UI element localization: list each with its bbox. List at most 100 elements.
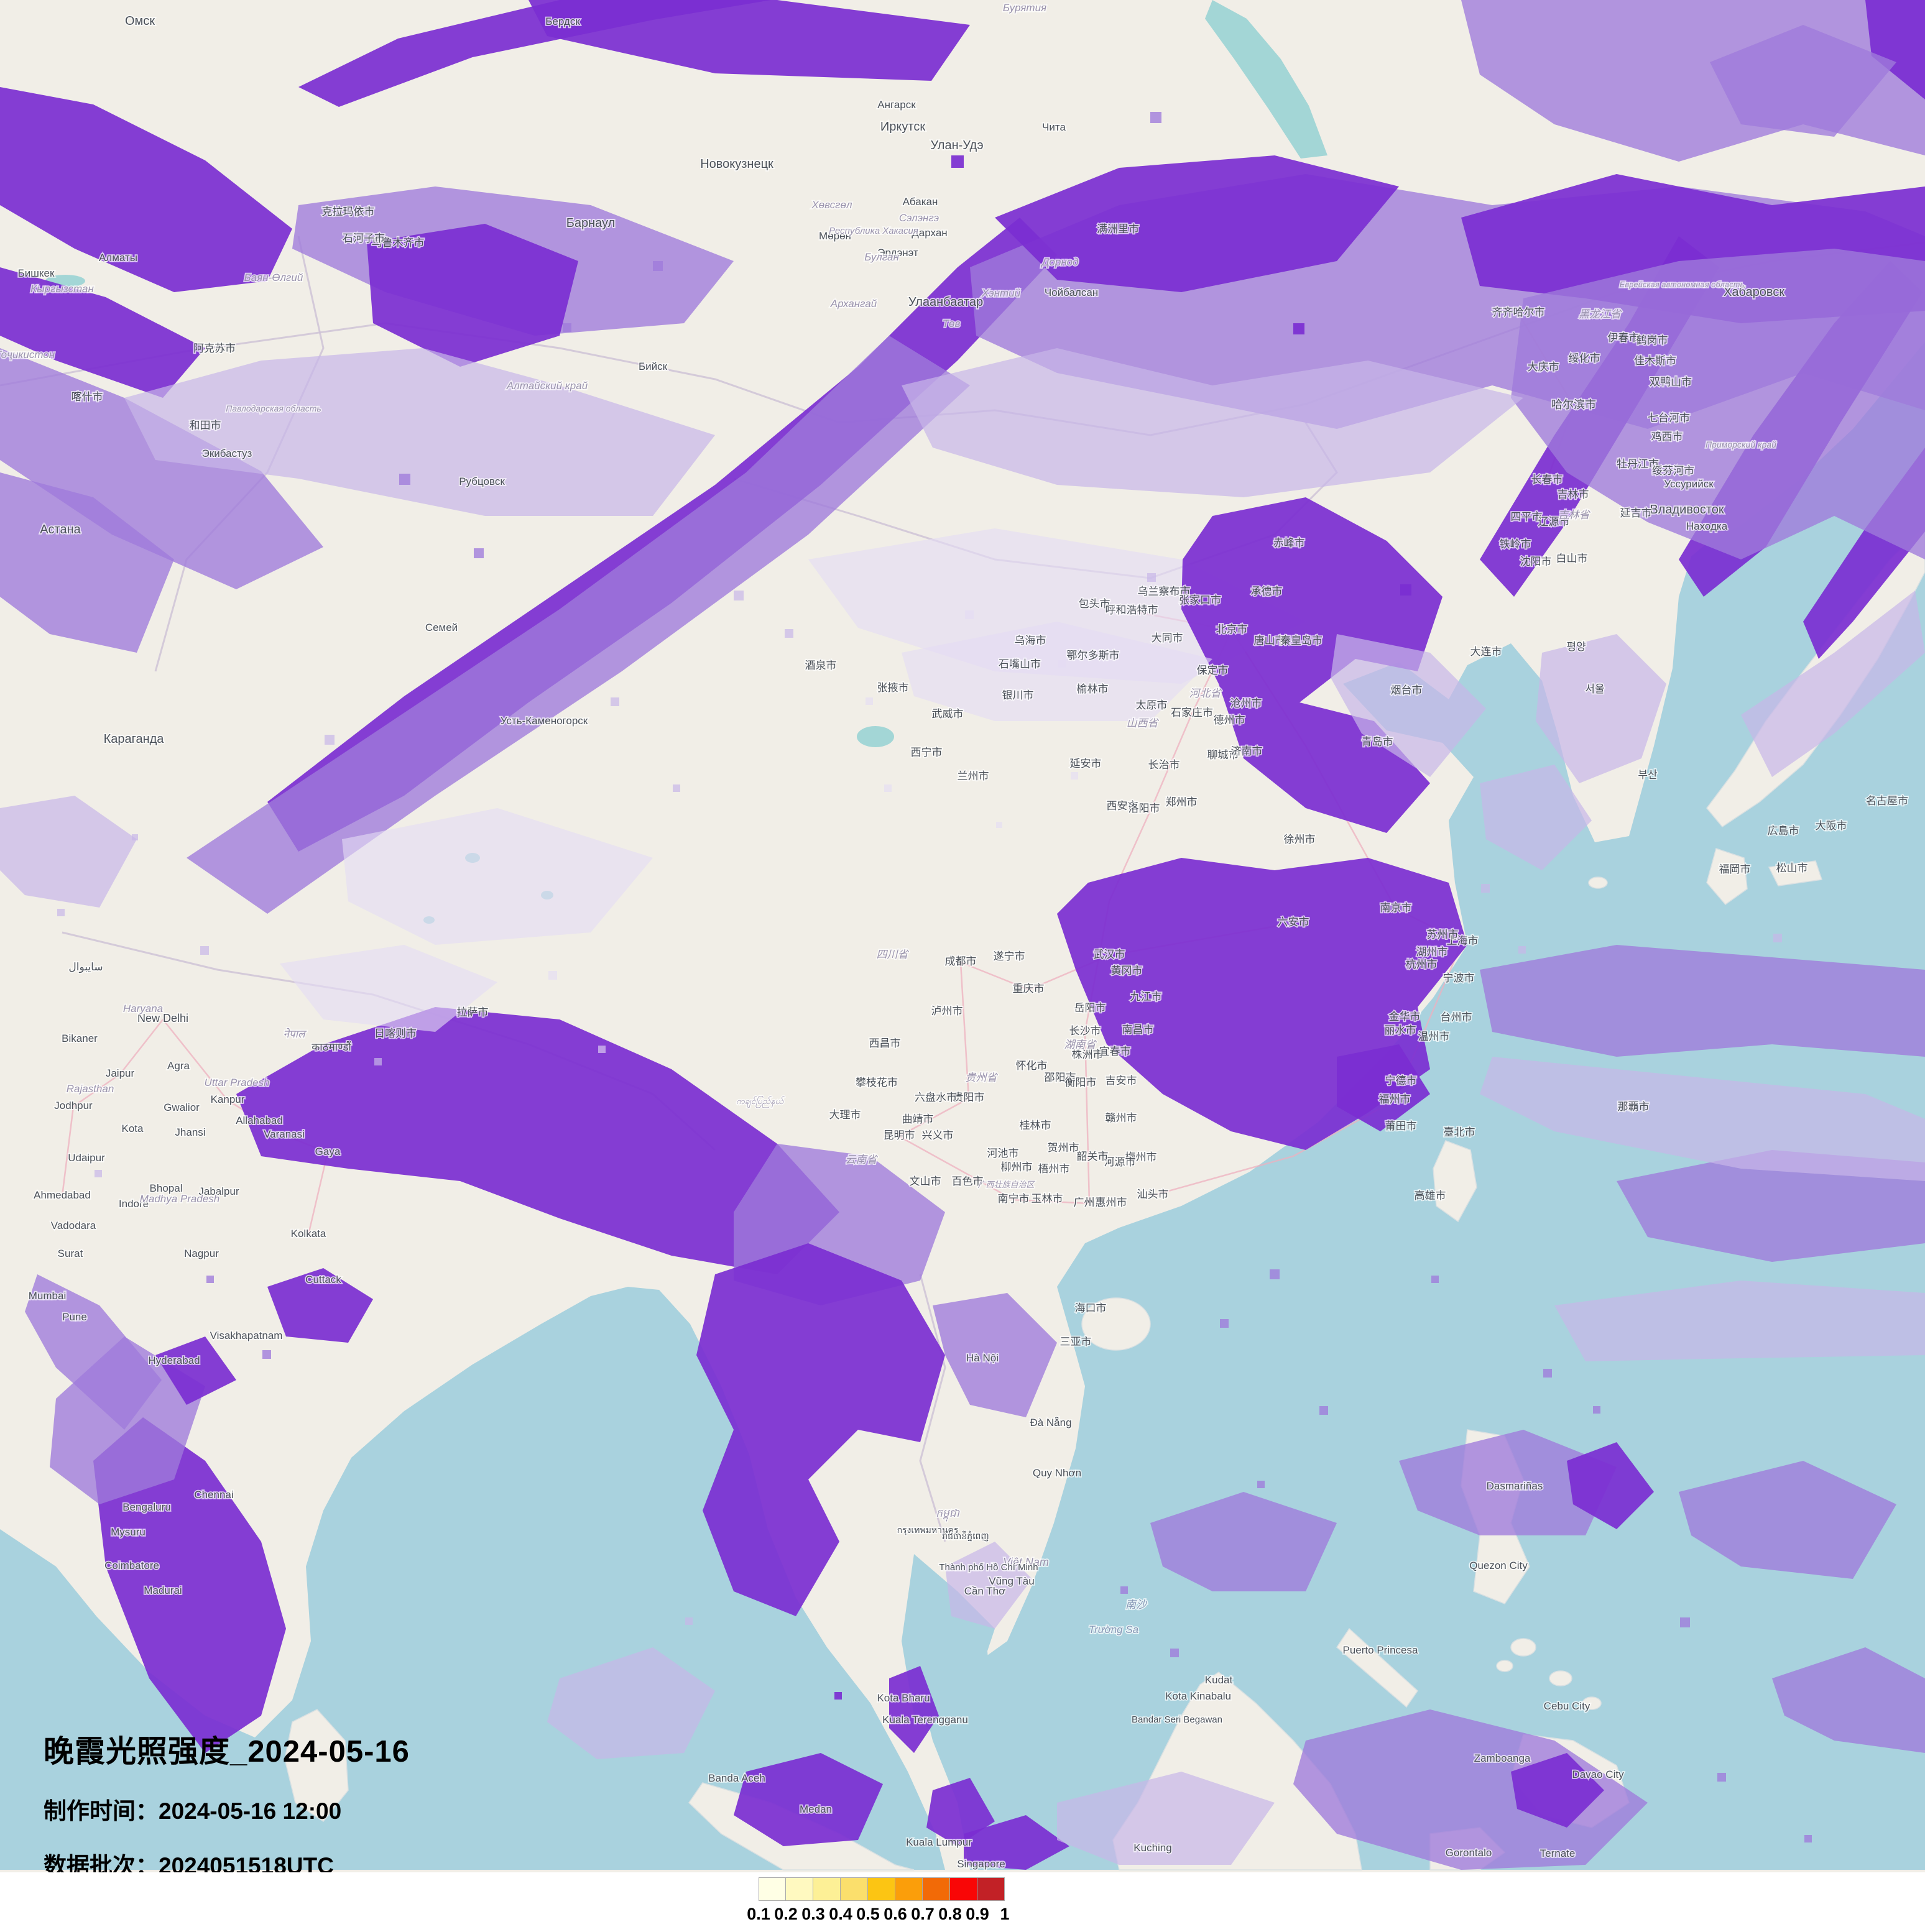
map-label: 四平市 [1511,511,1543,523]
intensity-overlay-blob [1679,1461,1896,1579]
map-label: 德州市 [1214,714,1245,726]
map-label: 北京市 [1216,623,1248,635]
intensity-overlay-speck [474,548,484,558]
intensity-overlay-speck [325,735,335,745]
intensity-overlay-blob [1480,1057,1925,1181]
intensity-overlay-blob [0,87,292,292]
legend-cell [923,1877,950,1901]
map-label: 赣州市 [1106,1112,1137,1124]
map-label: 台州市 [1441,1011,1472,1023]
map-label: 日喀则市 [374,1028,417,1039]
intensity-map[interactable]: Омск Бердск Новокузнецк Абакан Барнаул Бийск Р… [0,0,1925,1872]
map-label: 百色市 [952,1175,984,1187]
map-label: Davao City [1572,1769,1624,1780]
map-label: 鹤岗市 [1636,334,1668,346]
map-label: Приморский край [1706,439,1776,449]
map-label: 吉安市 [1106,1075,1137,1087]
map-label: Nagpur [184,1248,219,1259]
map-label: Gaya [315,1146,341,1157]
map-label: 哈尔滨市 [1551,398,1596,411]
legend-cell [841,1877,868,1901]
map-label: 宁德市 [1385,1075,1417,1087]
map-label: 铁岭市 [1500,538,1531,550]
intensity-overlay-blob [1617,1150,1925,1262]
intensity-overlay-speck [1319,1406,1328,1415]
map-label: Đà Nẵng [1030,1417,1071,1428]
map-label: Kota Kinabalu [1165,1690,1231,1702]
map-label: 云南省 [846,1154,879,1166]
map-label: Banda Aceh [708,1772,765,1784]
intensity-overlay-blob [945,1542,1032,1629]
map-label: 河北省 [1189,688,1222,699]
map-label: Medan [800,1803,832,1815]
map-label: 大同市 [1152,632,1183,644]
intensity-overlay-speck [1071,772,1078,780]
map-label: Allahabad [236,1115,283,1126]
legend-tick: 0.7 [911,1905,935,1923]
intensity-overlay-blob [124,348,715,516]
map-label: 佳木斯市 [1634,355,1676,367]
map-label: 福岡市 [1719,863,1751,875]
map-label: Madhya Pradesh [140,1193,220,1205]
map-label: Павлодарская область [226,403,321,413]
map-label: 唐山市 [1254,634,1286,646]
legend-tick: 0.5 [856,1905,880,1923]
intensity-overlay-blob [367,224,578,367]
map-label: 韶关市 [1077,1151,1109,1162]
intensity-overlay-speck [399,474,410,485]
map-label: Coimbatore [104,1560,159,1571]
map-label: 南昌市 [1122,1024,1154,1036]
legend-cell [759,1877,786,1901]
intensity-overlay-speck [1543,1369,1552,1378]
map-label: 大庆市 [1528,361,1559,373]
map-label: 兰州市 [958,770,989,782]
map-label: 那覇市 [1618,1101,1650,1113]
intensity-overlay-speck [1717,1773,1726,1782]
intensity-overlay-blob [0,796,137,908]
map-label: 六安市 [1278,916,1309,928]
map-label: 大连市 [1470,646,1502,658]
map-label: 双鸭山市 [1650,376,1692,388]
map-label: Jhansi [175,1126,205,1138]
map-label: 沧州市 [1230,697,1262,709]
map-label: 四川省 [877,949,910,960]
map-label: 六盘水市 [915,1092,957,1103]
map-label: 青岛市 [1362,736,1393,748]
map-label: Pune [62,1311,87,1323]
map-label: Ternate [1540,1847,1576,1859]
intensity-overlay-speck [598,1046,606,1053]
intensity-overlay-blob [155,1336,236,1405]
map-label: Бийск [639,361,668,372]
road-line [61,1019,164,1197]
map-label: 松山市 [1776,862,1808,874]
intensity-overlay-blob [1293,1709,1648,1870]
map-label: Сэлэнгэ [899,212,939,224]
lake-shape [1205,0,1327,159]
map-label: Surat [58,1248,83,1259]
made-time-label: 制作时间： [44,1798,159,1824]
intensity-overlay-blob [995,155,1399,292]
map-label: Иркутск [880,120,925,134]
map-label: 承德市 [1251,586,1283,597]
map-label: Бурятия [1003,2,1046,14]
map-label: 玉林市 [1032,1193,1063,1205]
map-label: Хөвсгөл [811,199,852,211]
map-label: Dasmariñas [1487,1480,1543,1492]
map-label: 乌兰察布市 [1138,586,1191,597]
map-label: 延安市 [1070,758,1102,770]
legend-colorbar [759,1877,1005,1901]
map-label: Экибастуз [202,448,252,459]
map-label: Jodhpur [54,1100,93,1111]
legend-cell [868,1877,895,1901]
intensity-overlay-speck [1293,323,1304,334]
intensity-overlay-speck [132,834,138,840]
map-label: 怀化市 [1016,1060,1048,1072]
map-label: 湖州市 [1416,946,1448,958]
map-label: 济南市 [1231,745,1263,757]
intensity-overlay-blob [298,0,771,107]
map-label: سايبوال [68,961,103,973]
map-label: 兴义市 [922,1129,954,1141]
map-label: 广州市 [1074,1197,1106,1208]
intensity-overlay-blob [0,348,323,589]
